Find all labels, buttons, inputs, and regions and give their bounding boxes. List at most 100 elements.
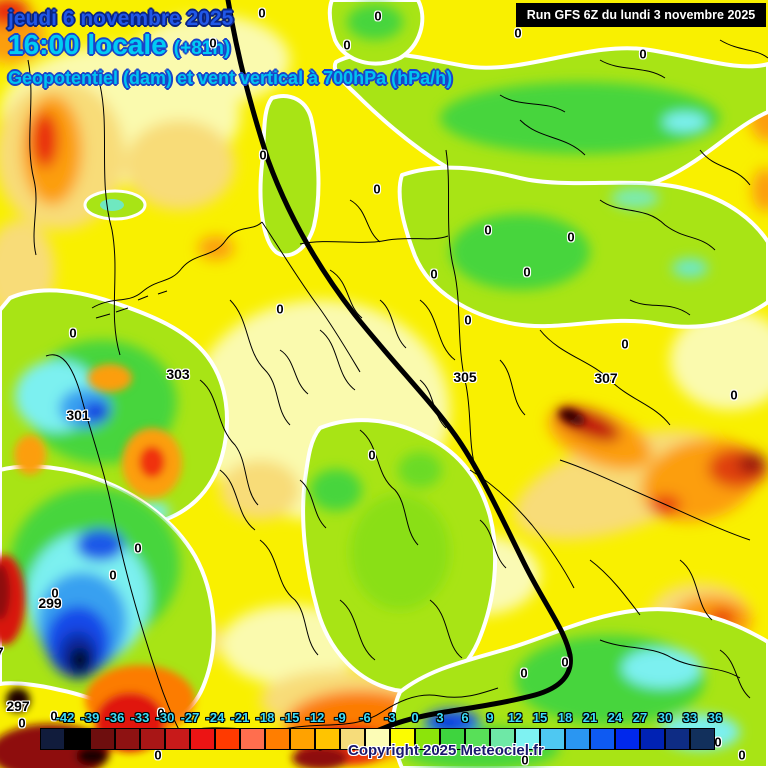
scale-cell [690, 728, 715, 750]
zero-line-label: 0 [738, 747, 746, 763]
zero-line-label: 0 [109, 567, 117, 583]
scale-cell [165, 728, 190, 750]
scale-tick-label: 36 [707, 710, 723, 725]
zero-line-label: 0 [520, 665, 528, 681]
scale-cell [65, 728, 90, 750]
scale-cell [515, 728, 540, 750]
scale-cell [215, 728, 240, 750]
scale-labels: -42 -39 -36 -33 -30 -27 -24 -21 -18 -15 -12 -9 -6 -3 0… [0, 710, 768, 726]
scale-tick-label: 6 [461, 710, 469, 725]
scale-tick-label: -9 [334, 710, 346, 725]
scale-cell [115, 728, 140, 750]
geopotential-label: 303 [166, 366, 190, 382]
zero-line-label: 0 [69, 325, 77, 341]
scale-cell [490, 728, 515, 750]
scale-tick-label: 30 [657, 710, 673, 725]
scale-tick-label: -30 [155, 710, 175, 725]
run-info-box: Run GFS 6Z du lundi 3 novembre 2025 [516, 3, 766, 27]
scale-cell [465, 728, 490, 750]
scale-cell [565, 728, 590, 750]
geopotential-label: 297 [0, 644, 4, 660]
scale-tick-label: -3 [384, 710, 396, 725]
zero-line-label: 0 [523, 264, 531, 280]
scale-tick-label: 24 [607, 710, 623, 725]
scale-tick-label: -33 [130, 710, 150, 725]
scale-cell [615, 728, 640, 750]
zero-line-label: 0 [714, 734, 722, 750]
scale-cell [390, 728, 415, 750]
scale-cell [665, 728, 690, 750]
date-label: jeudi 6 novembre 2025 [8, 7, 234, 30]
scale-tick-label: 21 [582, 710, 598, 725]
scale-tick-label: -18 [255, 710, 275, 725]
scale-tick-label: -21 [230, 710, 250, 725]
geopotential-label: 307 [594, 370, 618, 386]
geopotential-label: 297 [6, 698, 30, 714]
country-borders [27, 39, 768, 743]
scale-cell [540, 728, 565, 750]
zero-line-label: 0 [209, 35, 217, 51]
scale-tick-label: -12 [305, 710, 325, 725]
scale-tick-label: 18 [557, 710, 573, 725]
scale-tick-label: -24 [205, 710, 225, 725]
zero-line-label: 0 [514, 25, 522, 41]
scale-cell [290, 728, 315, 750]
zero-line-label: 0 [521, 752, 529, 768]
scale-tick-label: 0 [411, 710, 419, 725]
scale-tick-label: 12 [507, 710, 523, 725]
scale-cell [315, 728, 340, 750]
zero-line-label: 0 [368, 447, 376, 463]
scale-cell [190, 728, 215, 750]
scale-tick-label: 27 [632, 710, 648, 725]
zero-line-label: 0 [730, 387, 738, 403]
color-scale-bar [40, 728, 715, 750]
scale-cell [140, 728, 165, 750]
geopotential-label: 301 [66, 407, 90, 423]
scale-tick-label: -15 [280, 710, 300, 725]
zero-line-label: 0 [50, 708, 58, 724]
local-time: 16:00 locale [8, 29, 167, 60]
zero-line-label: 0 [51, 585, 59, 601]
parameter-label: Geopotentiel (dam) et vent vertical à 70… [8, 68, 453, 88]
scale-tick-label: -6 [359, 710, 371, 725]
zero-line-label: 0 [134, 540, 142, 556]
zero-line-label: 0 [561, 654, 569, 670]
zero-line-label: 0 [373, 181, 381, 197]
zero-line-label: 0 [258, 5, 266, 21]
zero-line-label: 0 [259, 147, 267, 163]
scale-tick-label: 3 [436, 710, 444, 725]
scale-cell [415, 728, 440, 750]
scale-tick-label: -42 [55, 710, 75, 725]
zero-line-label: 0 [567, 229, 575, 245]
zero-line-label: 0 [374, 8, 382, 24]
zero-line-label: 0 [430, 266, 438, 282]
zero-line-label: 0 [621, 336, 629, 352]
scale-cell [40, 728, 65, 750]
geopotential-label: 305 [453, 369, 477, 385]
scale-cell [365, 728, 390, 750]
run-info-text: Run GFS 6Z du lundi 3 novembre 2025 [526, 8, 756, 22]
scale-cell [240, 728, 265, 750]
copyright-label: Copyright 2025 Meteociel.fr [348, 742, 544, 759]
scale-tick-label: 15 [532, 710, 548, 725]
zero-line-label: 0 [484, 222, 492, 238]
scale-cell [590, 728, 615, 750]
geopotential-contour-line [225, 0, 573, 751]
scale-cell [90, 728, 115, 750]
zero-line-label: 0 [464, 312, 472, 328]
zero-line-label: 0 [639, 46, 647, 62]
scale-cell [440, 728, 465, 750]
time-label: 16:00 locale (+81h) [8, 31, 230, 59]
zero-line-label: 0 [157, 705, 165, 721]
geopotential-label: 299 [38, 595, 62, 611]
zero-line-label: 0 [343, 37, 351, 53]
scale-cell [265, 728, 290, 750]
forecast-offset: (+81h) [173, 38, 231, 59]
zero-line-label: 0 [18, 715, 26, 731]
scale-tick-label: -27 [180, 710, 200, 725]
scale-tick-label: -36 [105, 710, 125, 725]
scale-cell [640, 728, 665, 750]
scale-tick-label: 9 [486, 710, 494, 725]
